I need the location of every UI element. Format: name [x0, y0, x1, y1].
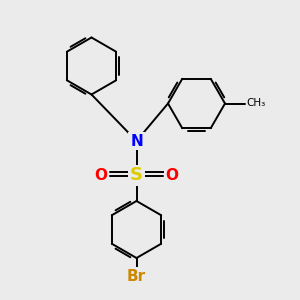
Text: O: O: [94, 168, 108, 183]
Text: CH₃: CH₃: [246, 98, 265, 109]
Text: O: O: [165, 168, 178, 183]
Text: N: N: [130, 134, 143, 148]
Text: S: S: [130, 167, 143, 184]
Text: Br: Br: [127, 269, 146, 284]
